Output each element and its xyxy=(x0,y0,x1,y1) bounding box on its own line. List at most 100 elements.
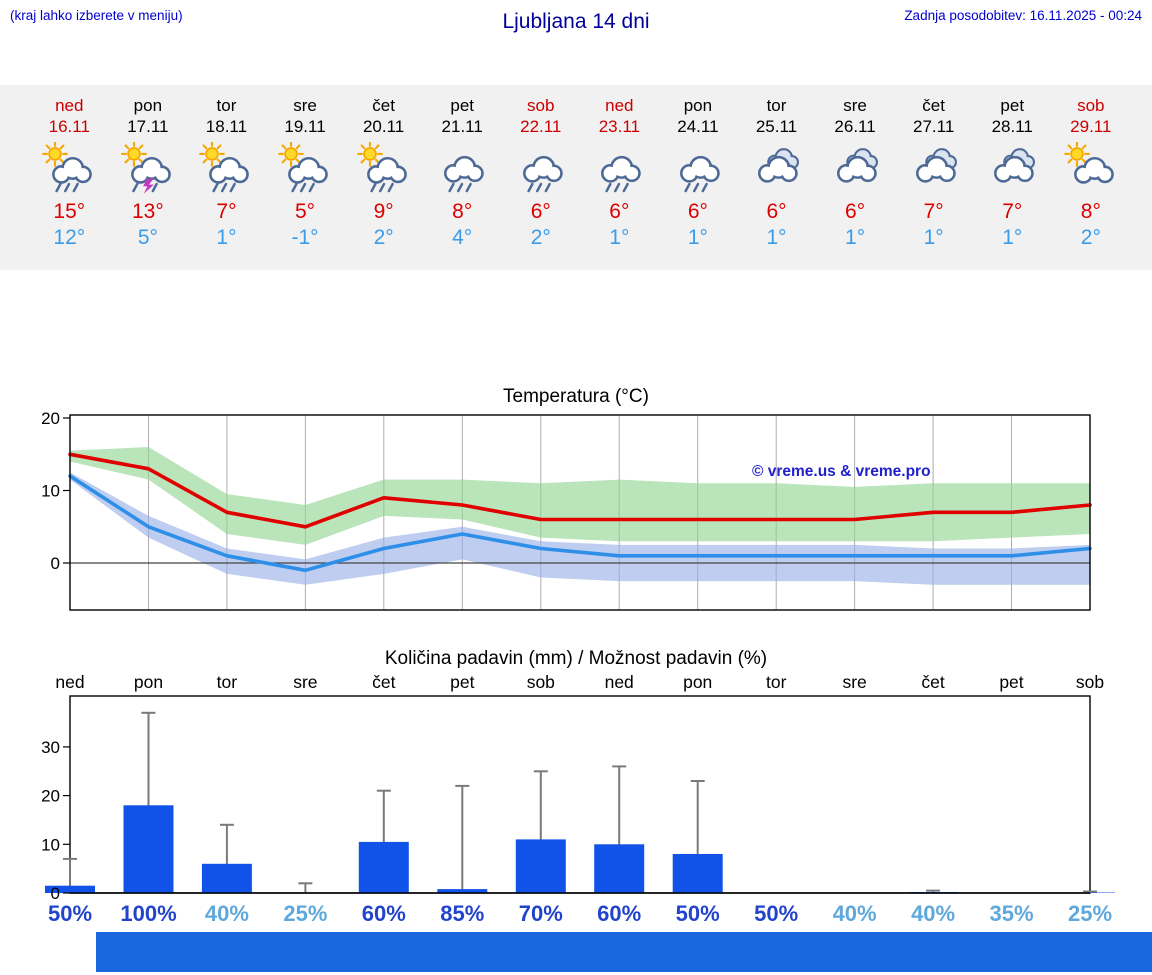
watermark-link[interactable]: © vreme.us & vreme.pro xyxy=(752,463,931,480)
day-date: 18.11 xyxy=(205,117,248,136)
day-date: 22.11 xyxy=(520,117,562,136)
day-temp-max: 5° xyxy=(294,200,316,223)
day-temp-max: 7° xyxy=(1002,200,1023,223)
precip-chart-title: Količina padavin (mm) / Možnost padavin … xyxy=(384,648,768,669)
temp-ytick-label: 20 xyxy=(41,409,60,428)
page-header: (kraj lahko izberete v meniju) Ljubljana… xyxy=(0,0,1152,85)
precip-ytick-label: 20 xyxy=(41,787,60,806)
day-column: čet 20.11 9° 2° xyxy=(344,95,423,270)
precip-probability-label: 35% xyxy=(989,901,1033,926)
day-date: 28.11 xyxy=(991,117,1033,136)
day-column: sob 22.11 6° 2° xyxy=(501,95,580,270)
precip-day-label: sob xyxy=(527,672,555,692)
sun-cloud-icon xyxy=(1052,142,1131,196)
max-range-band xyxy=(70,447,1090,545)
day-temp-min: 1° xyxy=(766,226,787,249)
day-date: 16.11 xyxy=(48,117,90,136)
bottom-banner[interactable] xyxy=(96,932,1152,972)
temp-chart-title: Temperatura (°C) xyxy=(503,386,649,407)
precip-bar xyxy=(594,844,645,893)
precip-probability-label: 100% xyxy=(120,901,176,926)
day-name: pon xyxy=(133,96,163,115)
day-column: pet 28.11 7° 1° xyxy=(973,95,1052,270)
day-column: ned 23.11 6° 1° xyxy=(580,95,659,270)
day-column: sre 26.11 6° 1° xyxy=(816,95,895,270)
precip-day-label: tor xyxy=(217,672,238,692)
cloud-rain-icon xyxy=(659,142,738,196)
precip-day-label: pet xyxy=(999,672,1023,692)
precip-bar xyxy=(672,854,723,893)
day-temp-min: 1° xyxy=(845,226,866,249)
cloud-rain-icon xyxy=(501,142,580,196)
precip-day-label: ned xyxy=(605,672,634,692)
precip-day-label: čet xyxy=(372,672,395,692)
precip-probability-label: 70% xyxy=(519,901,563,926)
day-date: 29.11 xyxy=(1070,117,1112,136)
day-date: 19.11 xyxy=(284,117,326,136)
precip-day-label: ned xyxy=(55,672,84,692)
day-temp-min: -1° xyxy=(291,226,319,249)
day-temp-max: 8° xyxy=(1080,200,1101,223)
day-column: pon 17.11 13° 5° xyxy=(109,95,188,270)
max-temperature-line xyxy=(68,452,1092,529)
day-temp-max: 7° xyxy=(216,200,237,223)
temperature-chart: 0 10 20 © vreme.us & vreme.pro xyxy=(41,409,1092,611)
precip-bar xyxy=(201,863,252,893)
day-name: pet xyxy=(1000,96,1025,115)
temp-ytick-label: 10 xyxy=(41,482,60,501)
precip-ytick-label: 0 xyxy=(51,884,60,903)
precip-probability-label: 25% xyxy=(283,901,327,926)
day-name: ned xyxy=(55,96,84,115)
precip-ytick-label: 30 xyxy=(41,738,60,757)
day-temp-min: 1° xyxy=(609,226,630,249)
cloudy-icon xyxy=(737,142,816,196)
day-name: ned xyxy=(605,96,634,115)
day-name: pon xyxy=(683,96,713,115)
day-name: sre xyxy=(843,96,867,115)
day-strip: ned 16.11 15° 12° pon 17.11 13° 5° tor 1… xyxy=(0,85,1152,270)
day-name: čet xyxy=(922,96,945,115)
cloudy-icon xyxy=(894,142,973,196)
day-temp-max: 7° xyxy=(923,200,944,223)
day-date: 23.11 xyxy=(598,117,640,136)
day-date: 25.11 xyxy=(755,117,798,136)
sun-rain-icon xyxy=(30,142,109,196)
day-temp-max: 15° xyxy=(53,200,86,223)
precip-probability-label: 50% xyxy=(754,901,798,926)
cloud-rain-icon xyxy=(423,142,502,196)
day-column: pon 24.11 6° 1° xyxy=(659,95,738,270)
min-temperature-line xyxy=(68,474,1092,573)
precip-probability-label: 40% xyxy=(833,901,877,926)
precip-probability-label: 60% xyxy=(362,901,406,926)
day-temp-max: 9° xyxy=(373,200,394,223)
day-temp-max: 6° xyxy=(687,200,708,223)
precip-day-label: sre xyxy=(293,672,317,692)
precip-probability-label: 50% xyxy=(48,901,92,926)
precip-bar xyxy=(358,841,409,893)
last-updated: Zadnja posodobitev: 16.11.2025 - 00:24 xyxy=(904,8,1142,23)
day-name: sob xyxy=(1077,96,1105,115)
menu-hint: (kraj lahko izberete v meniju) xyxy=(10,8,183,23)
cloud-rain-icon xyxy=(580,142,659,196)
day-date: 24.11 xyxy=(677,117,719,136)
day-temp-min: 4° xyxy=(452,226,473,249)
precip-day-label: sob xyxy=(1076,672,1104,692)
day-temp-min: 2° xyxy=(530,226,551,249)
precip-probability-label: 25% xyxy=(1068,901,1112,926)
day-column: sre 19.11 5° -1° xyxy=(266,95,345,270)
day-temp-min: 12° xyxy=(53,226,86,249)
day-name: pet xyxy=(450,96,474,115)
precip-day-label: čet xyxy=(921,672,944,692)
day-date: 21.11 xyxy=(441,117,483,136)
day-temp-max: 6° xyxy=(609,200,630,223)
day-date: 27.11 xyxy=(913,117,955,136)
precip-bar xyxy=(45,885,95,893)
day-column: tor 18.11 7° 1° xyxy=(187,95,266,270)
sun-thunder-rain-icon xyxy=(109,142,188,196)
precip-probability-label: 40% xyxy=(205,901,249,926)
precip-day-label: pon xyxy=(683,672,712,692)
day-temp-min: 1° xyxy=(923,226,944,249)
day-temp-min: 5° xyxy=(137,226,158,249)
sun-rain-icon xyxy=(266,142,345,196)
day-temp-min: 2° xyxy=(1080,226,1101,249)
